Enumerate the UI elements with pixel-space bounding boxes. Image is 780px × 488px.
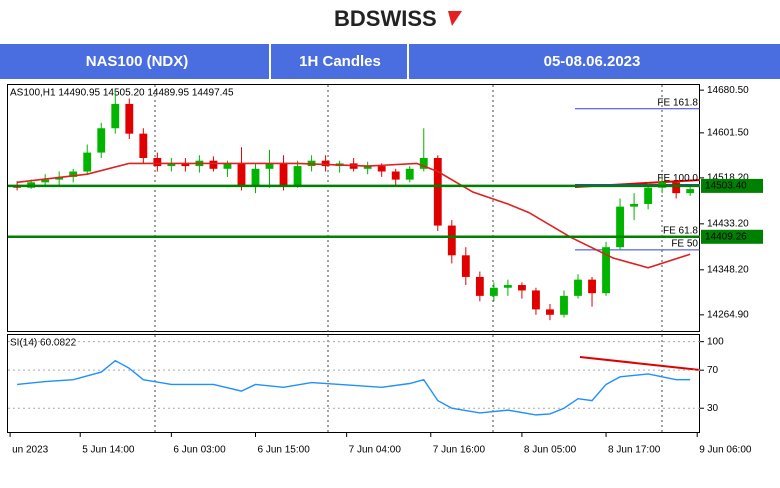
candle-body <box>363 166 372 169</box>
candle-body <box>461 255 470 277</box>
y-tick-label: 14264.90 <box>707 309 749 320</box>
level-box <box>701 178 763 193</box>
candle-body <box>55 176 64 180</box>
fibo-label: FE 50 <box>671 239 698 250</box>
info: AS100,H1 14490.95 14505.20 14489.95 1449… <box>10 88 234 99</box>
instrument: NAS100 (NDX) <box>86 53 189 70</box>
x-tick-label: 6 Jun 03:00 <box>173 445 226 456</box>
candle-body <box>167 163 176 167</box>
candle-body <box>686 189 695 194</box>
candle-body <box>602 247 610 294</box>
candle-body <box>293 166 302 186</box>
candle-body <box>447 225 456 256</box>
candle-body <box>139 133 148 158</box>
header-bar <box>0 44 780 79</box>
candle-body <box>489 287 498 296</box>
candle-body <box>644 187 653 204</box>
candle-body <box>153 157 162 167</box>
y-tick-label: 14348.20 <box>707 264 749 275</box>
y-tick-label: 14601.50 <box>707 127 749 138</box>
level-label: 14503.40 <box>705 181 747 192</box>
candle-body <box>433 157 442 226</box>
candle-body <box>237 163 246 186</box>
fibo-label: FE 61.8 <box>663 226 698 237</box>
y-tick-label: 14433.20 <box>707 218 749 229</box>
candle-body <box>574 279 582 296</box>
x-tick-label: un 2023 <box>12 445 49 456</box>
rsi-pane <box>7 334 700 433</box>
candle-body <box>125 103 134 134</box>
logo-arrow <box>448 11 462 26</box>
candle-body <box>265 163 274 169</box>
candle-body <box>503 285 512 288</box>
moving-average <box>17 162 691 269</box>
candle-body <box>616 206 624 248</box>
candle-body <box>475 276 484 296</box>
candle-body <box>391 171 400 180</box>
candle-body <box>560 295 568 315</box>
y-tick-label: 14518.20 <box>707 173 749 184</box>
candle-body <box>630 203 639 207</box>
candle-body <box>83 152 92 172</box>
candle-body <box>97 128 106 153</box>
y-tick-label: 100 <box>707 336 724 347</box>
candle-body <box>405 168 414 180</box>
x-tick-label: 7 Jun 16:00 <box>433 445 486 456</box>
x-tick-label: 9 Jun 06:00 <box>699 445 752 456</box>
rsi-line <box>17 359 691 416</box>
y-tick-label: 70 <box>707 365 719 376</box>
candle-body <box>532 290 540 310</box>
level-box <box>701 229 763 244</box>
candle-body <box>181 163 190 167</box>
price-pane <box>7 84 700 332</box>
candle-body <box>517 285 526 291</box>
candle-body <box>377 166 386 172</box>
logo: BDSWISS <box>334 6 437 31</box>
period-separators <box>154 85 663 432</box>
candle-body <box>279 163 288 186</box>
candle-body <box>41 179 50 183</box>
candle-body <box>209 160 218 169</box>
candle-body <box>251 168 260 186</box>
x-tick-label: 5 Jun 14:00 <box>82 445 135 456</box>
dates: 05-08.06.2023 <box>544 53 641 70</box>
candle-body <box>419 157 428 169</box>
fibo-label: FE 100.0 <box>657 173 698 184</box>
x-tick-label: 7 Jun 04:00 <box>349 445 402 456</box>
divergence-line <box>579 356 701 371</box>
timeframe: 1H Candles <box>299 53 381 70</box>
fibo-label: FE 161.8 <box>657 97 698 108</box>
x-tick-label: 8 Jun 17:00 <box>608 445 661 456</box>
y-tick-label: 30 <box>707 403 719 414</box>
candle-body <box>223 163 232 169</box>
candle-body <box>321 160 330 167</box>
candle-body <box>111 103 120 129</box>
x-tick-label: 8 Jun 05:00 <box>524 445 577 456</box>
y-tick-label: 14680.50 <box>707 85 749 96</box>
candle-body <box>672 182 681 194</box>
candle-body <box>588 279 596 294</box>
level-label: 14409.26 <box>705 231 747 242</box>
candle-body <box>69 171 78 177</box>
rsi-label: SI(14) 60.0822 <box>10 338 77 349</box>
x-tick-label: 6 Jun 15:00 <box>257 445 310 456</box>
candle-body <box>546 309 554 315</box>
